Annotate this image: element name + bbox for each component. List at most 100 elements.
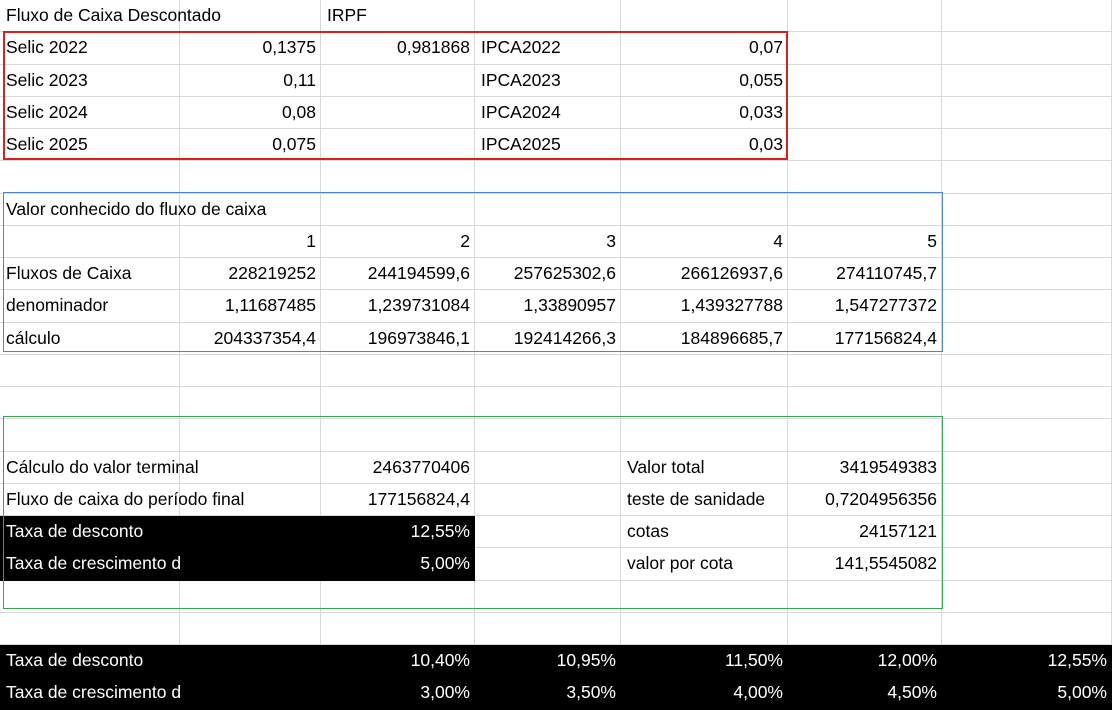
cell-terminal-value[interactable]: 2463770406	[321, 451, 475, 484]
cell-ipca-label[interactable]: IPCA2025	[475, 129, 621, 162]
cell-empty[interactable]	[788, 193, 942, 226]
cell-scenario-discount-value[interactable]: 11,50%	[621, 645, 788, 678]
cell-empty[interactable]	[180, 516, 321, 549]
cell-value[interactable]: 228219252	[180, 258, 321, 291]
cell-selic-label[interactable]: Selic 2022	[0, 32, 180, 65]
cell-empty[interactable]	[321, 193, 475, 226]
cell-empty[interactable]	[942, 161, 1112, 194]
cell-value[interactable]: 184896685,7	[621, 322, 788, 355]
cell-scenario-discount-value[interactable]: 12,00%	[788, 645, 942, 678]
cell-empty[interactable]	[321, 580, 475, 613]
cell-empty[interactable]	[180, 387, 321, 420]
cell-summary-value[interactable]: 0,7204956356	[788, 483, 942, 516]
cell-scenario-discount-value[interactable]: 10,95%	[475, 645, 621, 678]
cell-ipca-value[interactable]: 0,055	[621, 64, 788, 97]
cell-ipca-value[interactable]: 0,07	[621, 32, 788, 65]
cell-empty[interactable]	[180, 483, 321, 516]
cell-scenario-growth-value[interactable]: 4,00%	[621, 677, 788, 710]
cell-empty[interactable]	[942, 0, 1112, 33]
cell-summary-label[interactable]: cotas	[621, 516, 788, 549]
cell-empty[interactable]	[321, 387, 475, 420]
cell-empty[interactable]	[942, 483, 1112, 516]
cell-value[interactable]: 1,11687485	[180, 290, 321, 323]
cell-empty[interactable]	[475, 419, 621, 452]
cell-value[interactable]: 204337354,4	[180, 322, 321, 355]
cell-row-label[interactable]: cálculo	[0, 322, 180, 355]
cell-empty[interactable]	[788, 96, 942, 129]
cell-empty[interactable]	[180, 548, 321, 581]
cell-empty[interactable]	[321, 354, 475, 387]
cell-empty[interactable]	[942, 612, 1112, 645]
cell-empty[interactable]	[942, 32, 1112, 65]
cell-value[interactable]: 1,33890957	[475, 290, 621, 323]
cell-empty[interactable]	[321, 161, 475, 194]
cell-terminal-label[interactable]: Fluxo de caixa do período final	[0, 483, 244, 516]
cell-empty[interactable]	[942, 193, 1112, 226]
cell-selic-value[interactable]: 0,1375	[180, 32, 321, 65]
cell-empty[interactable]	[180, 580, 321, 613]
cell-selic-label[interactable]: Selic 2024	[0, 96, 180, 129]
cell-ipca-value[interactable]: 0,03	[621, 129, 788, 162]
cell-empty[interactable]	[321, 419, 475, 452]
cell-empty[interactable]	[942, 290, 1112, 323]
cell-empty[interactable]	[475, 451, 621, 484]
cell-empty[interactable]	[788, 64, 942, 97]
cell-value[interactable]: 266126937,6	[621, 258, 788, 291]
cell-empty[interactable]	[788, 0, 942, 33]
cell-empty[interactable]	[0, 419, 180, 452]
cell-empty[interactable]	[788, 580, 942, 613]
cell-empty[interactable]	[942, 129, 1112, 162]
cell-value[interactable]: 1,239731084	[321, 290, 475, 323]
cell-empty[interactable]	[621, 387, 788, 420]
cell-discount-rate-label[interactable]: Taxa de desconto	[0, 516, 180, 549]
cell-empty[interactable]	[180, 645, 321, 678]
cell-scenario-discount-label[interactable]: Taxa de desconto	[0, 645, 180, 678]
cell-empty[interactable]	[180, 612, 321, 645]
cell-ipca-value[interactable]: 0,033	[621, 96, 788, 129]
cell-empty[interactable]	[942, 451, 1112, 484]
cell-title[interactable]: Fluxo de Caixa Descontado	[0, 0, 221, 33]
cell-empty[interactable]	[621, 419, 788, 452]
cell-empty[interactable]	[942, 96, 1112, 129]
cell-scenario-discount-value[interactable]: 10,40%	[321, 645, 475, 678]
cell-value[interactable]: 177156824,4	[788, 322, 942, 355]
cell-irpf-label[interactable]: IRPF	[321, 0, 475, 33]
cell-empty[interactable]	[788, 612, 942, 645]
cell-terminal-value[interactable]: 177156824,4	[321, 483, 475, 516]
cell-summary-value[interactable]: 3419549383	[788, 451, 942, 484]
cell-empty[interactable]	[0, 387, 180, 420]
cell-empty[interactable]	[788, 419, 942, 452]
cell-empty[interactable]	[942, 258, 1112, 291]
cell-empty[interactable]	[942, 354, 1112, 387]
cell-irpf-value[interactable]: 0,981868	[321, 32, 475, 65]
cell-growth-rate-label[interactable]: Taxa de crescimento do caixa	[0, 548, 237, 581]
cell-empty[interactable]	[942, 64, 1112, 97]
cell-irpf-value[interactable]	[321, 96, 475, 129]
cell-summary-label[interactable]: Valor total	[621, 451, 788, 484]
cell-empty[interactable]	[788, 354, 942, 387]
cell-selic-value[interactable]: 0,075	[180, 129, 321, 162]
cell-period[interactable]: 5	[788, 225, 942, 258]
cell-empty[interactable]	[942, 580, 1112, 613]
cell-ipca-label[interactable]: IPCA2023	[475, 64, 621, 97]
cell-empty[interactable]	[621, 193, 788, 226]
cell-value[interactable]: 1,439327788	[621, 290, 788, 323]
cell-empty[interactable]	[180, 193, 321, 226]
cell-empty[interactable]	[788, 129, 942, 162]
cell-ipca-label[interactable]: IPCA2024	[475, 96, 621, 129]
cell-empty[interactable]	[621, 354, 788, 387]
cell-empty[interactable]	[942, 548, 1112, 581]
cell-empty[interactable]	[475, 387, 621, 420]
cell-period[interactable]: 4	[621, 225, 788, 258]
cell-value[interactable]: 1,547277372	[788, 290, 942, 323]
cell-empty[interactable]	[475, 0, 621, 33]
cell-value[interactable]: 196973846,1	[321, 322, 475, 355]
cell-empty[interactable]	[475, 580, 621, 613]
cell-summary-label[interactable]: teste de sanidade	[621, 483, 788, 516]
cell-empty[interactable]	[475, 516, 621, 549]
cell-scenario-growth-value[interactable]: 3,00%	[321, 677, 475, 710]
cell-empty[interactable]	[621, 161, 788, 194]
cell-irpf-value[interactable]	[321, 64, 475, 97]
cell-value[interactable]: 274110745,7	[788, 258, 942, 291]
cell-empty[interactable]	[788, 387, 942, 420]
